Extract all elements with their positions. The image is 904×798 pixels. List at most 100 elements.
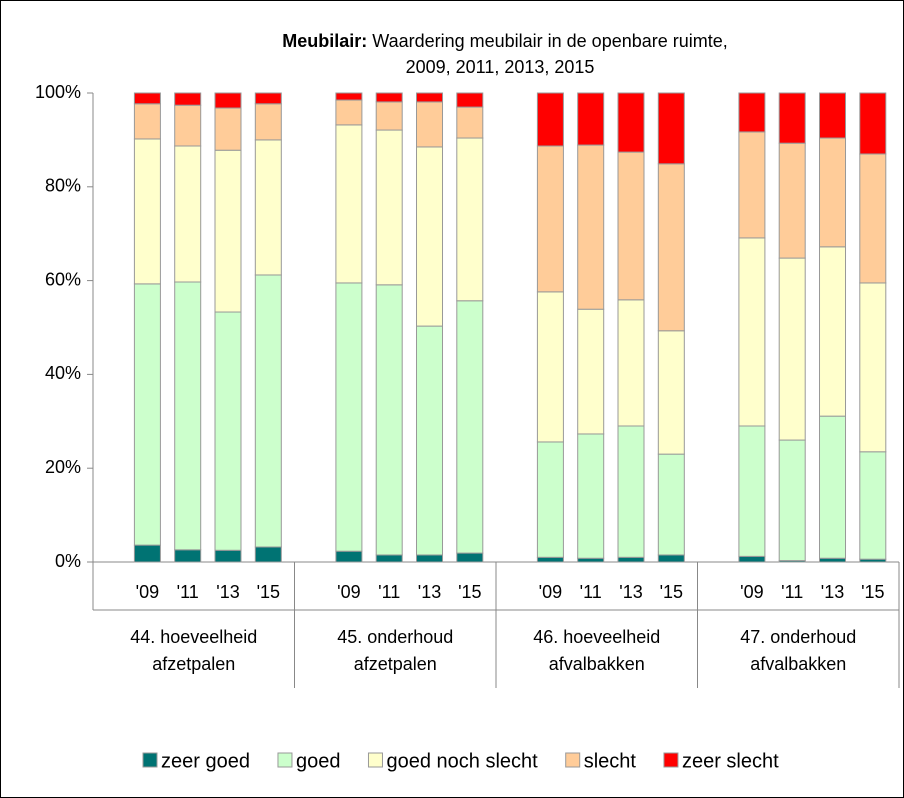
- bar-segment: [416, 101, 444, 148]
- bar-segment: [819, 137, 847, 248]
- chart-title: Meubilair: Waardering meubilair in de op…: [282, 31, 728, 51]
- bar-segment: [617, 299, 645, 427]
- bar-segment: [133, 283, 161, 546]
- bar-segment: [577, 144, 605, 310]
- bar-segment: [657, 330, 685, 455]
- y-tick-label: 80%: [45, 176, 81, 196]
- bar-segment: [254, 546, 282, 563]
- bar-segment: [859, 92, 887, 155]
- bar-segment: [859, 451, 887, 560]
- bar-segment: [133, 138, 161, 285]
- bar-segment: [577, 433, 605, 559]
- bar-segment: [657, 453, 685, 556]
- group-label: 44. hoeveelheid: [130, 627, 257, 647]
- bar-segment: [174, 92, 202, 106]
- bar-segment: [738, 237, 766, 427]
- bar-segment: [214, 149, 242, 313]
- bar-segment: [375, 129, 403, 286]
- bar-segment: [375, 101, 403, 131]
- bar-segment: [778, 142, 806, 259]
- bar-segment: [133, 544, 161, 563]
- bar-segment: [214, 549, 242, 563]
- bar-segment: [416, 92, 444, 103]
- bar-segment: [778, 92, 806, 144]
- chart-title: 2009, 2011, 2013, 2015: [406, 57, 595, 77]
- bar-segment: [254, 92, 282, 105]
- bar-segment: [174, 549, 202, 563]
- bar-segment: [536, 556, 564, 563]
- y-tick-label: 0%: [55, 551, 81, 571]
- legend-label: goed: [296, 750, 341, 772]
- x-tick-label: '09: [740, 582, 763, 602]
- bar-segment: [536, 145, 564, 293]
- bar-segment: [335, 92, 363, 101]
- group-label: afzetpalen: [152, 654, 235, 674]
- bar-segment: [617, 556, 645, 563]
- bar-segment: [617, 425, 645, 558]
- x-tick-label: '09: [337, 582, 360, 602]
- legend-swatch: [367, 752, 383, 768]
- x-tick-label: '15: [861, 582, 884, 602]
- bar-segment: [335, 124, 363, 284]
- group-label: 47. onderhoud: [740, 627, 856, 647]
- bar-segment: [738, 92, 766, 133]
- legend-swatch: [565, 752, 581, 768]
- bar-segment: [819, 246, 847, 417]
- y-tick-label: 40%: [45, 363, 81, 383]
- bar-segment: [133, 92, 161, 105]
- bar-segment: [819, 92, 847, 139]
- legend-label: zeer slecht: [682, 750, 779, 772]
- title-line: Waardering meubilair in de openbare ruim…: [372, 31, 728, 51]
- x-tick-label: '09: [539, 582, 562, 602]
- bar-segment: [859, 282, 887, 453]
- bar-segment: [375, 284, 403, 556]
- y-tick-label: 20%: [45, 457, 81, 477]
- bar-segment: [536, 441, 564, 558]
- bar-segment: [577, 557, 605, 563]
- x-tick-label: '13: [216, 582, 239, 602]
- bar-segment: [416, 325, 444, 556]
- bar-segment: [456, 92, 484, 108]
- bar-segment: [617, 92, 645, 153]
- bar-segment: [778, 257, 806, 441]
- bar-segment: [819, 415, 847, 559]
- bar-segment: [738, 131, 766, 239]
- group-label: 46. hoeveelheid: [533, 627, 660, 647]
- group-label: afvalbakken: [549, 654, 645, 674]
- x-tick-label: '15: [458, 582, 481, 602]
- legend-label: slecht: [584, 750, 637, 772]
- bar-segment: [214, 311, 242, 551]
- x-tick-label: '15: [257, 582, 280, 602]
- legend-swatch: [277, 752, 293, 768]
- bar-segment: [778, 439, 806, 562]
- bar-segment: [536, 291, 564, 443]
- bar-segment: [254, 103, 282, 141]
- legend-label: zeer goed: [161, 750, 250, 772]
- bar-segment: [456, 552, 484, 563]
- bar-segment: [657, 554, 685, 563]
- bar-segment: [416, 146, 444, 327]
- bar-segment: [536, 92, 564, 147]
- bar-segment: [254, 139, 282, 276]
- bar-segment: [456, 300, 484, 554]
- group-label: afvalbakken: [750, 654, 846, 674]
- x-tick-label: '11: [378, 582, 400, 602]
- bar-segment: [859, 153, 887, 284]
- bar-segment: [577, 92, 605, 146]
- bar-segment: [416, 554, 444, 563]
- bar-segment: [657, 92, 685, 165]
- bar-segment: [174, 104, 202, 147]
- bar-segment: [657, 163, 685, 332]
- y-tick-label: 100%: [35, 82, 81, 102]
- legend-label: goed noch slecht: [386, 750, 538, 772]
- bar-segment: [577, 308, 605, 435]
- bar-segment: [738, 555, 766, 563]
- bar-segment: [375, 554, 403, 563]
- group-label: afzetpalen: [354, 654, 437, 674]
- bar-segment: [174, 145, 202, 283]
- bar-segment: [214, 92, 242, 109]
- bar-segment: [174, 281, 202, 551]
- legend-swatch: [663, 752, 679, 768]
- bar-segment: [133, 103, 161, 140]
